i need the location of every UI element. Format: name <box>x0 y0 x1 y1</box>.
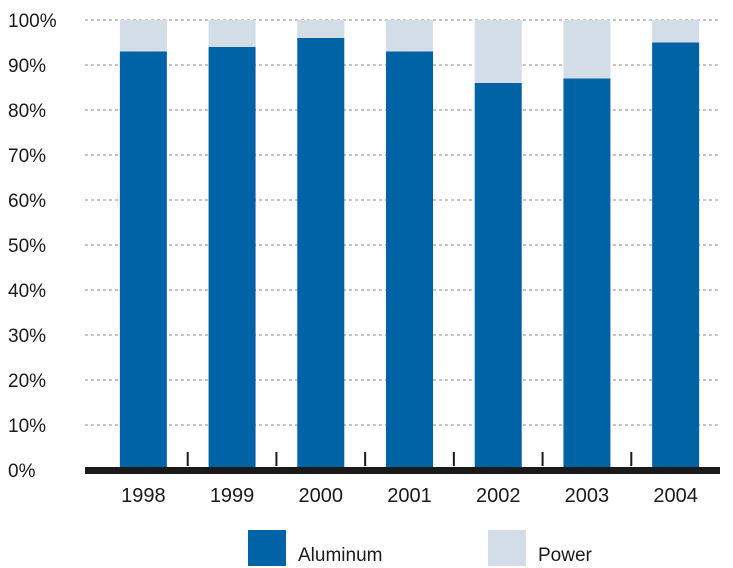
x-tick-label: 2004 <box>653 485 698 507</box>
bar-power-1999 <box>208 20 256 47</box>
x-tick-label: 1998 <box>121 485 166 507</box>
legend-label-power: Power <box>538 545 593 566</box>
y-tick-label: 40% <box>8 281 46 302</box>
bar-aluminum-1998 <box>119 51 167 470</box>
tick-labels: 0% 10% 20% 30% 40% 50% 60% 70% 80% 90% 100% 1998 199… <box>8 11 698 507</box>
y-tick-label: 100% <box>8 11 57 32</box>
x-tick-label: 2002 <box>476 485 521 507</box>
gridlines <box>85 19 720 426</box>
bar-aluminum-2002 <box>474 83 522 470</box>
x-axis <box>85 467 720 474</box>
legend-swatch-power <box>488 530 526 566</box>
y-tick-label: 60% <box>8 191 46 212</box>
legend: Aluminum Power <box>248 530 593 566</box>
x-tick-label: 2000 <box>299 485 344 507</box>
bar-power-2001 <box>386 20 433 52</box>
y-tick-label: 10% <box>8 416 46 437</box>
axes <box>85 452 720 474</box>
y-tick-label: 0% <box>8 461 36 482</box>
y-tick-label: 20% <box>8 371 46 392</box>
bar-aluminum-2004 <box>652 42 700 470</box>
x-tick-label: 2001 <box>387 485 432 507</box>
bar-aluminum-2000 <box>297 38 345 470</box>
bar-aluminum-2001 <box>386 51 433 470</box>
bar-power-2002 <box>474 20 522 83</box>
y-tick-label: 70% <box>8 146 46 167</box>
bars <box>119 20 700 470</box>
bar-power-1998 <box>119 20 167 52</box>
x-tick-label: 2003 <box>565 485 610 507</box>
legend-swatch-aluminum <box>248 530 286 566</box>
legend-label-aluminum: Aluminum <box>298 545 382 566</box>
bar-power-2000 <box>297 20 345 38</box>
y-tick-label: 30% <box>8 326 46 347</box>
bar-aluminum-1999 <box>208 47 256 470</box>
bar-power-2003 <box>563 20 611 79</box>
bar-aluminum-2003 <box>563 78 611 470</box>
y-tick-label: 90% <box>8 56 46 77</box>
bar-power-2004 <box>652 20 700 43</box>
y-tick-label: 80% <box>8 101 46 122</box>
y-tick-label: 50% <box>8 236 46 257</box>
x-tick-label: 1999 <box>210 485 255 507</box>
